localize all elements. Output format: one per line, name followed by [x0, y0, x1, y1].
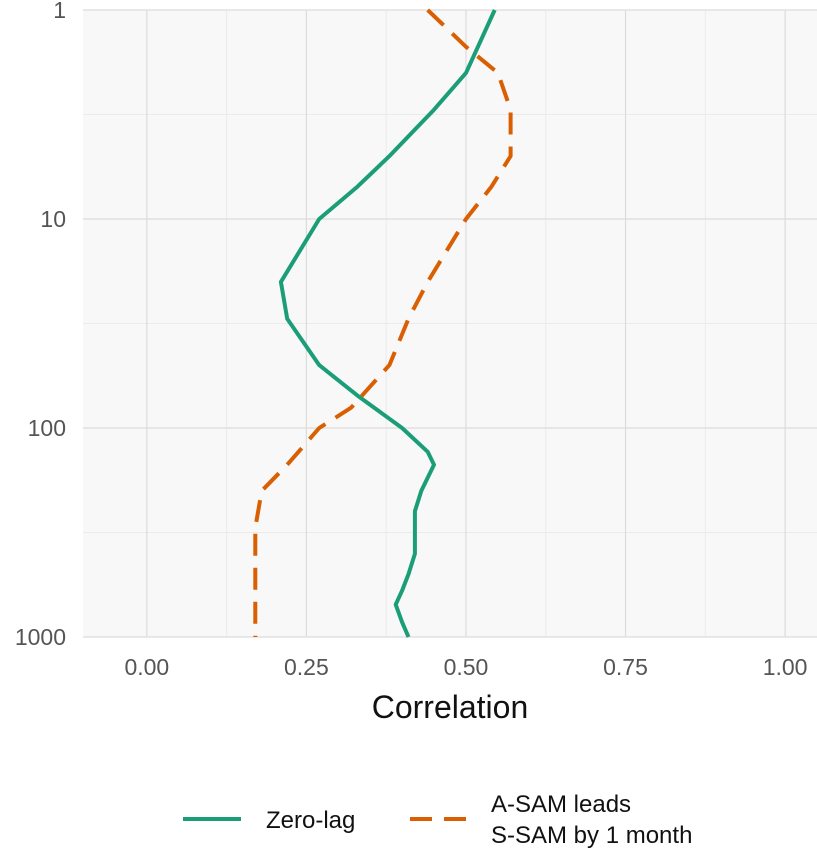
x-tick-labels: 0.00 0.25 0.50 0.75 1.00 — [124, 654, 807, 680]
y-tick-label: 10 — [40, 206, 66, 232]
x-tick-label: 1.00 — [763, 654, 808, 680]
x-tick-label: 0.75 — [603, 654, 648, 680]
x-axis-title: Correlation — [372, 689, 529, 725]
series-line-asam-leads — [253, 8, 513, 637]
y-tick-label: 100 — [28, 415, 66, 441]
x-tick-label: 0.25 — [284, 654, 329, 680]
y-tick-labels: 1 10 100 1000 — [15, 0, 66, 650]
series-line-zero-lag — [278, 9, 497, 638]
series-lines — [253, 8, 513, 638]
legend: Zero-lag A-SAM leads S-SAM by 1 month — [183, 791, 692, 849]
grid — [83, 9, 817, 638]
x-tick-label: 0.50 — [444, 654, 489, 680]
legend-label-asam-leads-line2: S-SAM by 1 month — [491, 822, 692, 849]
legend-label-zero-lag: Zero-lag — [266, 807, 355, 834]
y-tick-label: 1000 — [15, 624, 66, 650]
y-tick-label: 1 — [53, 0, 66, 23]
legend-label-asam-leads-line1: A-SAM leads — [491, 791, 631, 818]
x-tick-label: 0.00 — [124, 654, 169, 680]
